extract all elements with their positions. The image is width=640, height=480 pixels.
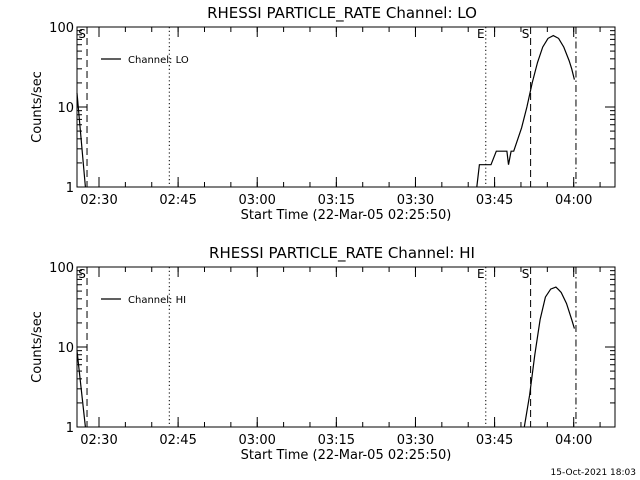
y-axis-label: Counts/sec bbox=[30, 71, 45, 143]
x-tick-label: 03:45 bbox=[476, 193, 513, 208]
marker-label: S bbox=[522, 27, 530, 41]
chart-title: RHESSI PARTICLE_RATE Channel: HI bbox=[209, 244, 475, 263]
plot-frame bbox=[76, 26, 616, 188]
x-tick-label: 02:30 bbox=[80, 433, 117, 448]
chart-panel-2: RHESSI PARTICLE_RATE Channel: HI 1 10 100 02… bbox=[30, 244, 616, 463]
marker-label: S bbox=[78, 27, 86, 41]
series-line bbox=[476, 34, 575, 188]
series-line bbox=[76, 350, 86, 428]
series-line bbox=[76, 92, 86, 188]
y-axis-label: Counts/sec bbox=[30, 311, 45, 383]
y-tick-label: 1 bbox=[66, 421, 74, 436]
y-tick-label: 100 bbox=[49, 21, 74, 36]
x-tick-label: 02:30 bbox=[80, 193, 117, 208]
footer-timestamp: 15-Oct-2021 18:03 bbox=[551, 468, 636, 478]
y-tick-label: 10 bbox=[57, 341, 74, 356]
x-tick-label: 02:45 bbox=[159, 433, 196, 448]
series-line bbox=[523, 286, 575, 428]
x-tick-label: 03:15 bbox=[318, 433, 355, 448]
x-tick-label: 03:00 bbox=[238, 433, 275, 448]
x-axis-label: Start Time (22-Mar-05 02:25:50) bbox=[241, 448, 452, 463]
marker-label: S bbox=[78, 267, 86, 281]
marker-label: E bbox=[477, 267, 485, 281]
chart-title: RHESSI PARTICLE_RATE Channel: LO bbox=[207, 4, 477, 23]
y-tick-label: 100 bbox=[49, 261, 74, 276]
x-tick-label: 03:45 bbox=[476, 433, 513, 448]
plot-frame bbox=[76, 266, 616, 428]
x-axis-label: Start Time (22-Mar-05 02:25:50) bbox=[241, 208, 452, 223]
x-tick-label: 03:30 bbox=[397, 433, 434, 448]
chart-panel-1: RHESSI PARTICLE_RATE Channel: LO 1 10 100 02… bbox=[30, 4, 616, 223]
y-tick-label: 10 bbox=[57, 101, 74, 116]
x-tick-label: 03:00 bbox=[238, 193, 275, 208]
x-tick-label: 02:45 bbox=[159, 193, 196, 208]
marker-label: S bbox=[522, 267, 530, 281]
x-tick-label: 03:30 bbox=[397, 193, 434, 208]
x-tick-label: 04:00 bbox=[555, 433, 592, 448]
x-tick-label: 03:15 bbox=[318, 193, 355, 208]
x-tick-label: 04:00 bbox=[555, 193, 592, 208]
legend-label: Channel: LO bbox=[128, 55, 189, 66]
marker-label: E bbox=[477, 27, 485, 41]
legend-label: Channel: HI bbox=[128, 295, 186, 306]
y-tick-label: 1 bbox=[66, 181, 74, 196]
